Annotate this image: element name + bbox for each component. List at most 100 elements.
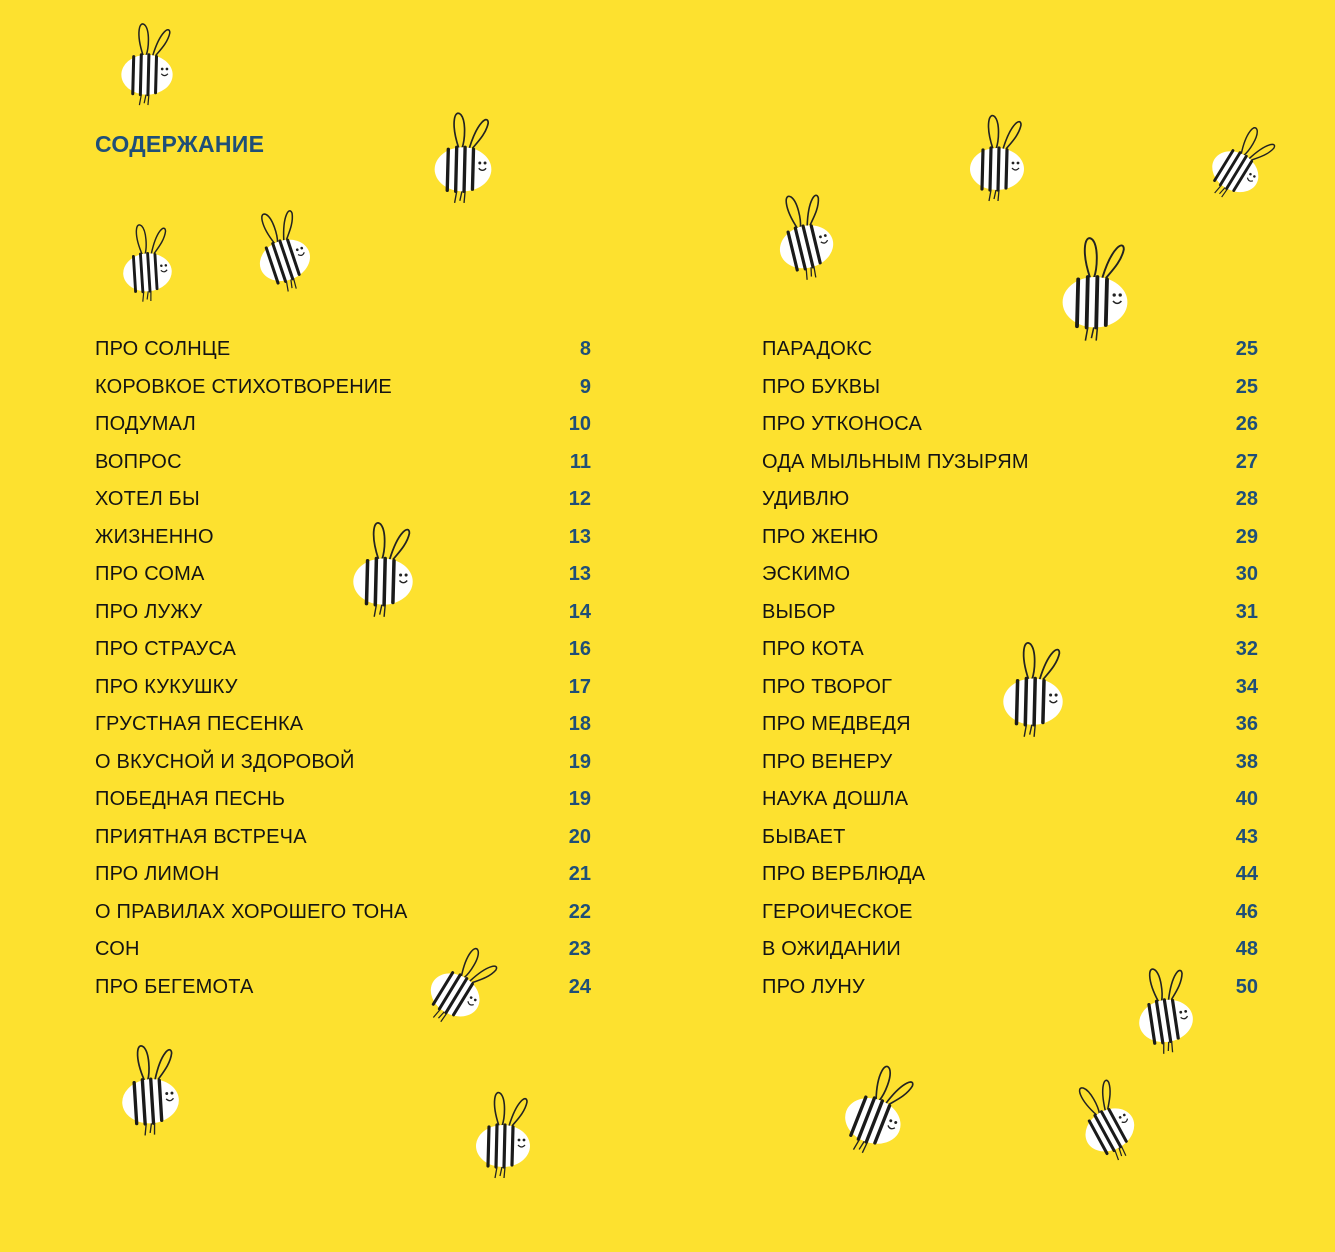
toc-entry-title: ПРО ТВОРОГ: [762, 675, 893, 698]
toc-entry-title: О ПРАВИЛАХ ХОРОШЕГО ТОНА: [95, 900, 408, 923]
toc-entry[interactable]: КОРОВКОЕ СТИХОТВОРЕНИЕ 9: [95, 369, 591, 407]
toc-entry-title: НАУКА ДОШЛА: [762, 788, 909, 810]
toc-entry-title: В ОЖИДАНИИ: [762, 938, 901, 960]
toc-entry-page: 26: [1235, 413, 1258, 435]
toc-column-left: ПРО СОЛНЦЕ 8 КОРОВКОЕ СТИХОТВОРЕНИЕ 9 ПОДУ…: [95, 331, 591, 1006]
toc-entry-page: 46: [1235, 900, 1258, 923]
bee-icon: [387, 919, 530, 1062]
toc-entry[interactable]: СОН 23: [95, 931, 591, 969]
toc-entry-title: ПРО ВЕРБЛЮДА: [762, 863, 926, 885]
toc-entry[interactable]: ПРО УТКОНОСА 26: [762, 406, 1258, 444]
toc-entry[interactable]: ЭСКИМО 30: [762, 556, 1258, 594]
toc-entry[interactable]: ХОТЕЛ БЫ 12: [95, 481, 591, 519]
toc-entry-title: ПРО ВЕНЕРУ: [762, 750, 893, 773]
toc-entry-page: 8: [579, 338, 591, 360]
bee-icon: [216, 188, 350, 322]
toc-entry[interactable]: ЖИЗНЕННО 13: [95, 519, 591, 557]
bee-icon: [973, 635, 1094, 756]
toc-entry-page: 20: [568, 825, 591, 848]
toc-entry-title: ПРО КОТА: [762, 638, 864, 660]
toc-entry[interactable]: ПРО СТРАУСА 16: [95, 631, 591, 669]
toc-entry-title: ПОДУМАЛ: [95, 413, 196, 435]
toc-entry[interactable]: ПРО ЛУНУ 50: [762, 969, 1258, 1007]
toc-entry-title: УДИВЛЮ: [762, 488, 850, 510]
toc-entry-title: ПРИЯТНАЯ ВСТРЕЧА: [95, 825, 307, 848]
toc-entry-page: 50: [1235, 975, 1258, 998]
toc-entry[interactable]: ГЕРОИЧЕСКОЕ 46: [762, 894, 1258, 932]
toc-entry[interactable]: ПРО КУКУШКУ 17: [95, 669, 591, 707]
toc-entry[interactable]: УДИВЛЮ 28: [762, 481, 1258, 519]
toc-entry-title: ПРО ЖЕНЮ: [762, 525, 879, 548]
toc-entry[interactable]: БЫВАЕТ 43: [762, 819, 1258, 857]
toc-entry-page: 44: [1235, 863, 1258, 885]
toc-entry-page: 14: [568, 600, 591, 623]
toc-entry[interactable]: ПРО ВЕНЕРУ 38: [762, 744, 1258, 782]
bee-icon: [87, 1032, 212, 1157]
toc-entry[interactable]: ГРУСТНАЯ ПЕСЕНКА 18: [95, 706, 591, 744]
toc-entry-title: ПРО СТРАУСА: [95, 638, 237, 660]
toc-entry[interactable]: ПОДУМАЛ 10: [95, 406, 591, 444]
toc-entry-page: 22: [568, 900, 591, 923]
toc-entry-page: 19: [568, 750, 591, 773]
toc-entry-title: ВОПРОС: [95, 450, 182, 473]
toc-entry-title: КОРОВКОЕ СТИХОТВОРЕНИЕ: [95, 375, 392, 398]
toc-entry-page: 25: [1235, 375, 1258, 398]
toc-entry[interactable]: ПРО БЕГЕМОТА 24: [95, 969, 591, 1007]
toc-entry[interactable]: ПРИЯТНАЯ ВСТРЕЧА 20: [95, 819, 591, 857]
toc-entry[interactable]: ПРО ЛУЖУ 14: [95, 594, 591, 632]
toc-entry[interactable]: ПРО СОЛНЦЕ 8: [95, 331, 591, 369]
toc-entry-page: 48: [1235, 938, 1258, 960]
toc-entry[interactable]: ПРО ТВОРОГ 34: [762, 669, 1258, 707]
bee-icon: [1101, 951, 1228, 1078]
toc-entry-title: ПРО СОЛНЦЕ: [95, 338, 231, 360]
bee-icon: [1170, 99, 1305, 234]
toc-entry-title: ВЫБОР: [762, 600, 836, 623]
toc-entry-page: 10: [568, 413, 591, 435]
bee-icon: [738, 174, 873, 309]
toc-entry-page: 31: [1235, 600, 1258, 623]
bee-icon: [95, 17, 200, 122]
toc-entry[interactable]: ОДА МЫЛЬНЫМ ПУЗЫРЯМ 27: [762, 444, 1258, 482]
toc-entry-page: 29: [1235, 525, 1258, 548]
toc-entry-title: ПАРАДОКС: [762, 338, 873, 360]
toc-entry[interactable]: ПАРАДОКС 25: [762, 331, 1258, 369]
toc-entry-title: ПРО БЕГЕМОТА: [95, 975, 254, 998]
toc-entry-title: ГЕРОИЧЕСКОЕ: [762, 900, 913, 923]
bee-icon: [801, 1041, 949, 1189]
toc-entry-page: 13: [568, 563, 591, 585]
toc-entry[interactable]: В ОЖИДАНИИ 48: [762, 931, 1258, 969]
toc-entry-title: ПРО МЕДВЕДЯ: [762, 713, 911, 735]
page-title: СОДЕРЖАНИЕ: [95, 131, 265, 157]
toc-entry[interactable]: ВОПРОС 11: [95, 444, 591, 482]
toc-entry-page: 36: [1235, 713, 1258, 735]
bee-icon: [1029, 229, 1161, 361]
toc-entry[interactable]: ПРО ЛИМОН 21: [95, 856, 591, 894]
toc-entry[interactable]: ПРО СОМА 13: [95, 556, 591, 594]
toc-entry[interactable]: ПРО ЖЕНЮ 29: [762, 519, 1258, 557]
toc-entry-page: 12: [568, 488, 591, 510]
bee-icon: [942, 108, 1052, 218]
toc-entry[interactable]: НАУКА ДОШЛА 40: [762, 781, 1258, 819]
toc-entry-title: ПРО ЛИМОН: [95, 863, 220, 885]
toc-entry-page: 16: [568, 638, 591, 660]
toc-entry[interactable]: ПРО БУКВЫ 25: [762, 369, 1258, 407]
toc-entry-title: ЭСКИМО: [762, 563, 851, 585]
toc-entry[interactable]: ПОБЕДНАЯ ПЕСНЬ 19: [95, 781, 591, 819]
toc-entry-page: 17: [568, 675, 591, 698]
toc-entry[interactable]: ПРО МЕДВЕДЯ 36: [762, 706, 1258, 744]
toc-entry[interactable]: О ВКУСНОЙ И ЗДОРОВОЙ 19: [95, 744, 591, 782]
bee-icon: [405, 105, 521, 221]
toc-entry-title: ГРУСТНАЯ ПЕСЕНКА: [95, 713, 304, 735]
toc-entry-title: ПРО СОМА: [95, 563, 205, 585]
toc-entry[interactable]: О ПРАВИЛАХ ХОРОШЕГО ТОНА 22: [95, 894, 591, 932]
toc-entry[interactable]: ВЫБОР 31: [762, 594, 1258, 632]
bee-icon: [1036, 1054, 1179, 1197]
toc-entry-title: ОДА МЫЛЬНЫМ ПУЗЫРЯМ: [762, 450, 1029, 473]
toc-entry[interactable]: ПРО КОТА 32: [762, 631, 1258, 669]
toc-entry-page: 27: [1235, 450, 1258, 473]
toc-entry-page: 11: [569, 450, 591, 473]
toc-entry-page: 40: [1235, 788, 1258, 810]
toc-entry-page: 9: [579, 375, 591, 398]
toc-entry[interactable]: ПРО ВЕРБЛЮДА 44: [762, 856, 1258, 894]
